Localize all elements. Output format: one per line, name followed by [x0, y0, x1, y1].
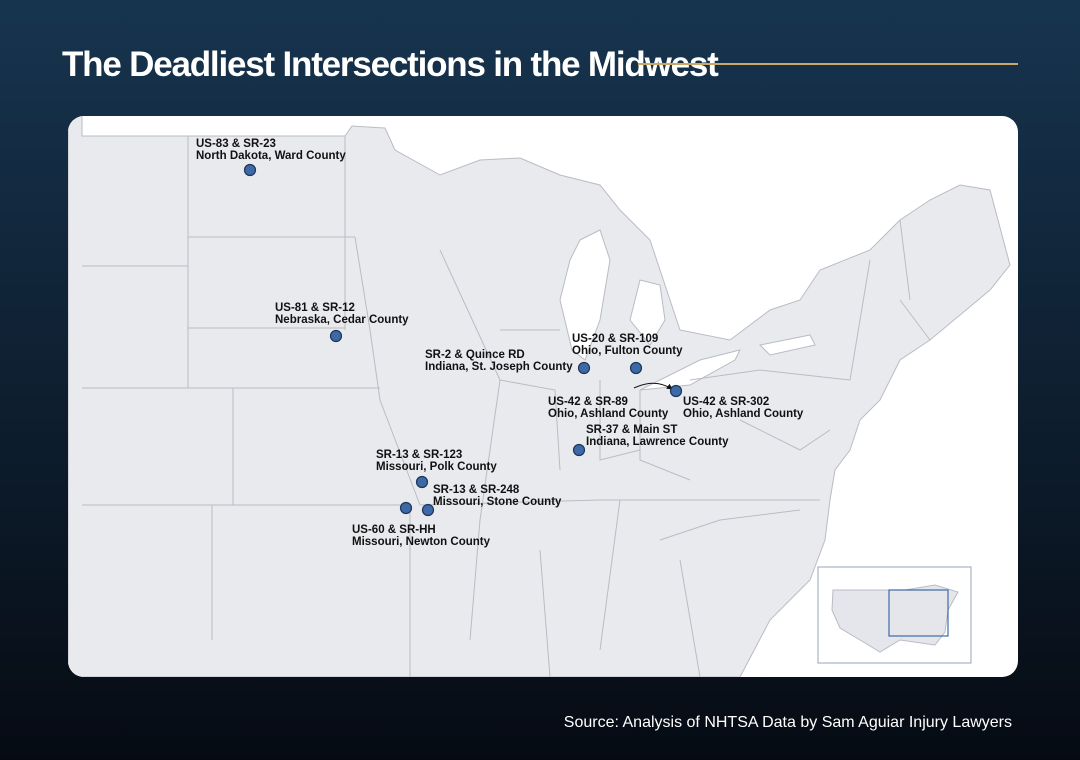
location: US-42 & SR-302 Ohio, Ashland County	[669, 384, 804, 420]
place-label: Nebraska, Cedar County	[275, 314, 409, 326]
place-label: Ohio, Fulton County	[572, 345, 683, 357]
location: US-83 & SR-23 North Dakota, Ward County	[196, 138, 346, 177]
road-label: SR-37 & Main ST	[586, 424, 677, 436]
location: US-42 & SR-89 Ohio, Ashland County	[548, 382, 673, 420]
marker	[421, 503, 435, 517]
road-label: SR-13 & SR-123	[376, 449, 462, 461]
location: SR-2 & Quince RD Indiana, St. Joseph Cou…	[425, 349, 591, 375]
location: US-81 & SR-12 Nebraska, Cedar County	[275, 302, 409, 343]
location: SR-13 & SR-248 Missouri, Stone County	[421, 484, 562, 517]
place-label: North Dakota, Ward County	[196, 150, 346, 162]
marker	[669, 384, 683, 398]
place-label: Missouri, Stone County	[433, 496, 562, 508]
source: Source: Analysis of NHTSA Data by Sam Ag…	[564, 714, 1012, 731]
lake-michigan	[559, 229, 611, 361]
inset-focus	[888, 589, 949, 637]
place-label: Missouri, Newton County	[352, 536, 491, 548]
road-label: US-42 & SR-89	[548, 396, 628, 408]
marker	[629, 361, 643, 375]
lake-ontario	[758, 334, 816, 356]
marker	[415, 475, 429, 489]
land	[68, 116, 1011, 677]
road-label: US-20 & SR-109	[572, 333, 658, 345]
title: The Deadliest Intersections in the Midwe…	[62, 45, 719, 84]
place-label: Indiana, St. Joseph County	[425, 361, 573, 373]
marker	[329, 329, 343, 343]
road-label: US-83 & SR-23	[196, 138, 276, 150]
place-label: Ohio, Ashland County	[683, 408, 804, 420]
road-label: US-42 & SR-302	[683, 396, 769, 408]
road-label: SR-13 & SR-248	[433, 484, 520, 496]
map-panel: US-83 & SR-23 North Dakota, Ward County …	[68, 116, 1018, 677]
place-label: Missouri, Polk County	[376, 461, 497, 473]
location: SR-13 & SR-123 Missouri, Polk County	[376, 449, 497, 489]
inset	[817, 566, 972, 664]
state-lines	[82, 136, 931, 677]
marker	[577, 361, 591, 375]
road-label: SR-2 & Quince RD	[425, 349, 525, 361]
road-label: US-60 & SR-HH	[352, 524, 436, 536]
place-label: Ohio, Ashland County	[548, 408, 669, 420]
lake-huron	[629, 279, 666, 346]
location: SR-37 & Main ST Indiana, Lawrence County	[572, 424, 729, 457]
inset-us	[831, 584, 959, 653]
road-label: US-81 & SR-12	[275, 302, 355, 314]
marker	[572, 443, 586, 457]
lake-erie	[639, 349, 741, 391]
location: US-20 & SR-109 Ohio, Fulton County	[572, 333, 683, 375]
pointer-arrow	[633, 382, 673, 390]
marker	[399, 501, 413, 515]
location: US-60 & SR-HH Missouri, Newton County	[352, 501, 491, 548]
marker	[243, 163, 257, 177]
place-label: Indiana, Lawrence County	[586, 436, 729, 448]
